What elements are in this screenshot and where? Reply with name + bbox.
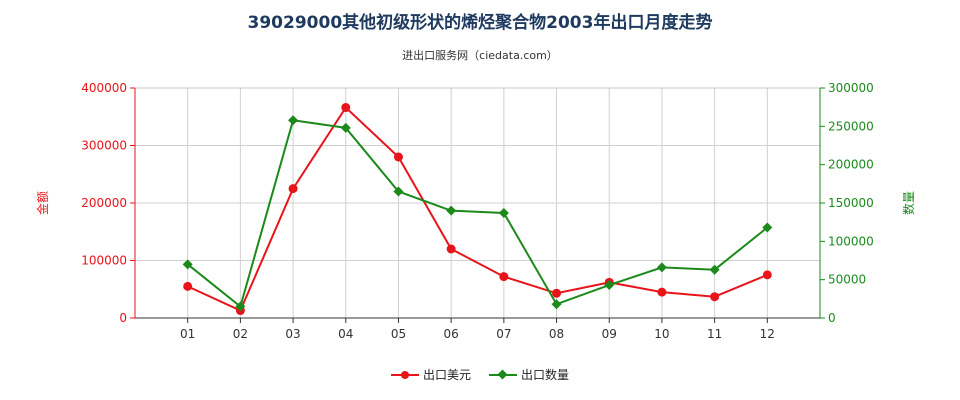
right-tick-label: 300000	[828, 81, 874, 95]
series-line-export-qty	[187, 119, 768, 309]
legend-label-export-usd: 出口美元	[422, 368, 471, 382]
data-point-export-usd	[552, 288, 562, 298]
data-point-export-usd	[710, 292, 720, 302]
data-point-export-usd	[762, 270, 772, 280]
right-tick-label: 250000	[828, 119, 874, 133]
data-point-export-usd	[657, 287, 667, 297]
left-tick-label: 200000	[81, 196, 127, 210]
data-point-export-qty	[604, 280, 615, 291]
chart-subtitle: 进出口服务网（ciedata.com）	[402, 49, 558, 62]
data-point-export-qty	[656, 262, 667, 273]
x-tick-label: 10	[654, 327, 669, 341]
legend-item-export-qty[interactable]: 出口数量	[489, 366, 569, 383]
x-tick-label: 11	[707, 327, 722, 341]
x-tick-label: 04	[338, 327, 353, 341]
data-point-export-qty	[235, 301, 246, 312]
x-tick-label: 12	[760, 327, 775, 341]
data-point-export-qty	[762, 222, 773, 233]
left-tick-label: 400000	[81, 81, 127, 95]
left-tick-label: 0	[119, 311, 127, 325]
data-point-export-usd	[341, 103, 351, 113]
data-point-export-usd	[499, 272, 509, 282]
x-tick-label: 01	[180, 327, 195, 341]
right-tick-label: 0	[828, 311, 836, 325]
x-tick-label: 08	[549, 327, 564, 341]
x-tick-label: 07	[496, 327, 511, 341]
data-point-export-usd	[183, 281, 193, 291]
data-point-export-usd	[446, 244, 456, 254]
x-tick-label: 06	[444, 327, 459, 341]
left-tick-label: 100000	[81, 254, 127, 268]
chart-title: 39029000其他初级形状的烯烃聚合物2003年出口月度走势	[247, 13, 713, 33]
series-line-export-usd	[187, 106, 768, 312]
data-point-export-qty	[340, 122, 351, 133]
x-tick-label: 09	[602, 327, 617, 341]
x-tick-label: 03	[285, 327, 300, 341]
x-tick-label: 05	[391, 327, 406, 341]
data-point-export-qty	[446, 205, 457, 216]
data-point-export-qty	[182, 259, 193, 270]
data-point-export-qty	[709, 264, 720, 275]
right-tick-label: 50000	[828, 273, 866, 287]
legend-label-export-qty: 出口数量	[521, 368, 570, 382]
data-point-export-usd	[393, 152, 403, 162]
legend-swatch-export-usd	[390, 370, 419, 380]
data-point-export-qty	[551, 299, 562, 310]
x-tick-label: 02	[233, 327, 248, 341]
legend-item-export-usd[interactable]: 出口美元	[390, 366, 471, 383]
legend-swatch-export-qty	[489, 369, 517, 380]
left-axis-title: 金额	[35, 191, 50, 215]
right-tick-label: 150000	[828, 196, 874, 210]
legend: 出口美元 出口数量	[0, 366, 960, 383]
right-tick-label: 200000	[828, 158, 874, 172]
right-tick-label: 100000	[828, 234, 874, 248]
data-point-export-qty	[393, 186, 404, 197]
data-point-export-usd	[288, 184, 298, 194]
data-point-export-qty	[498, 207, 509, 218]
left-tick-label: 300000	[81, 139, 127, 153]
right-axis-title: 数量	[901, 191, 916, 215]
data-point-export-qty	[288, 115, 299, 126]
